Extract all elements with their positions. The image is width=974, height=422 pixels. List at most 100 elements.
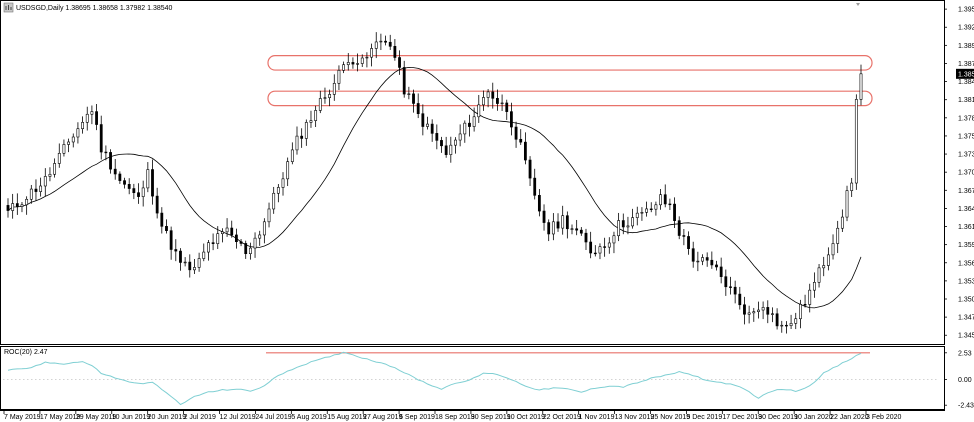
- candle: [775, 308, 779, 330]
- candle: [351, 57, 355, 69]
- moving-average: [7, 66, 862, 309]
- price-tick-label: 1.39540: [958, 7, 974, 14]
- resistance-zone[interactable]: [267, 90, 873, 107]
- candle: [39, 177, 43, 197]
- roc-tick-label: -2.43: [958, 403, 974, 410]
- price-tick-label: 1.38420: [958, 79, 974, 86]
- candle: [612, 231, 616, 254]
- candle: [314, 105, 318, 128]
- candle: [379, 33, 383, 51]
- candle: [323, 87, 327, 104]
- candle: [193, 258, 196, 275]
- candle: [640, 207, 644, 221]
- candle: [151, 159, 154, 205]
- candle: [239, 239, 243, 247]
- candle: [11, 193, 15, 219]
- candle: [290, 142, 294, 165]
- candle: [262, 218, 266, 244]
- candle: [57, 143, 61, 168]
- candle: [486, 89, 490, 108]
- candle: [309, 110, 313, 128]
- date-tick-label: 1 Nov 2019: [579, 414, 615, 421]
- price-tick-label: 1.38140: [958, 97, 974, 104]
- shift-marker[interactable]: [856, 3, 860, 6]
- price-tick-label: 1.35900: [958, 242, 974, 249]
- candle: [463, 120, 467, 143]
- candle: [724, 269, 728, 296]
- roc-tick-label: 2.53: [958, 350, 972, 357]
- candle: [328, 89, 332, 107]
- candle: [416, 93, 420, 119]
- candle: [71, 133, 75, 148]
- candle: [491, 82, 495, 109]
- candle: [822, 256, 826, 277]
- price-tick-label: 1.35060: [958, 297, 974, 304]
- candle: [393, 39, 397, 61]
- candle: [677, 216, 681, 240]
- candle: [780, 320, 784, 333]
- candle: [104, 145, 108, 161]
- candle: [603, 237, 607, 257]
- moving-average-line: [7, 66, 862, 309]
- candles: [6, 32, 863, 334]
- candle: [482, 90, 485, 111]
- candle: [575, 219, 579, 236]
- candle: [160, 207, 164, 234]
- candle: [785, 321, 788, 334]
- candle: [757, 301, 760, 319]
- resistance-zone[interactable]: [267, 54, 873, 71]
- candle: [109, 149, 112, 174]
- candle: [407, 86, 411, 100]
- price-tick-label: 1.35340: [958, 278, 974, 285]
- candle: [426, 116, 429, 130]
- current-price-label: 1.38540: [958, 71, 974, 78]
- candle: [440, 136, 443, 153]
- candle: [304, 119, 308, 146]
- candle: [631, 208, 635, 229]
- price-tick-label: 1.38980: [958, 43, 974, 50]
- symbol-info: USDSGD,Daily 1.38695 1.38658 1.37982 1.3…: [16, 5, 173, 12]
- current-price-tag: [956, 68, 974, 79]
- date-tick-label: 17 May 2019: [40, 414, 81, 421]
- candle: [845, 185, 849, 222]
- candle: [384, 35, 387, 46]
- candle: [584, 228, 588, 251]
- candle: [81, 116, 84, 134]
- candle: [626, 216, 630, 235]
- price-tick-label: 1.37860: [958, 115, 974, 122]
- candle: [496, 89, 499, 111]
- candle: [402, 60, 406, 98]
- price-tick-label: 1.39260: [958, 25, 974, 32]
- candle: [388, 34, 392, 50]
- candle: [295, 126, 299, 155]
- candle: [701, 254, 704, 266]
- indicator-label: ROC(20) 2.47: [4, 349, 48, 356]
- candle: [76, 122, 80, 144]
- candle: [589, 231, 593, 259]
- candle: [43, 168, 47, 197]
- candle: [174, 239, 178, 262]
- candle: [225, 218, 229, 237]
- candle: [141, 180, 145, 207]
- candle: [398, 50, 401, 75]
- candle: [230, 220, 234, 238]
- candle: [500, 94, 504, 112]
- date-tick-label: 2 Jul 2019: [184, 414, 216, 421]
- candle: [593, 245, 597, 257]
- candle: [430, 119, 434, 142]
- candle: [412, 89, 415, 113]
- candle: [831, 234, 835, 260]
- candle: [90, 105, 94, 125]
- date-tick-label: 5 Dec 2019: [686, 414, 722, 421]
- candle: [668, 198, 672, 211]
- candle: [216, 226, 220, 250]
- candle: [570, 224, 574, 235]
- price-axis: 1.39540 1.39260 1.38980 1.38700 1.38420 1.381…: [944, 7, 974, 340]
- date-tick-label: 3 Feb 2020: [866, 414, 902, 421]
- candle: [342, 61, 346, 74]
- candle: [244, 240, 248, 259]
- candle: [370, 43, 373, 67]
- candle: [556, 213, 560, 232]
- candle: [710, 251, 714, 269]
